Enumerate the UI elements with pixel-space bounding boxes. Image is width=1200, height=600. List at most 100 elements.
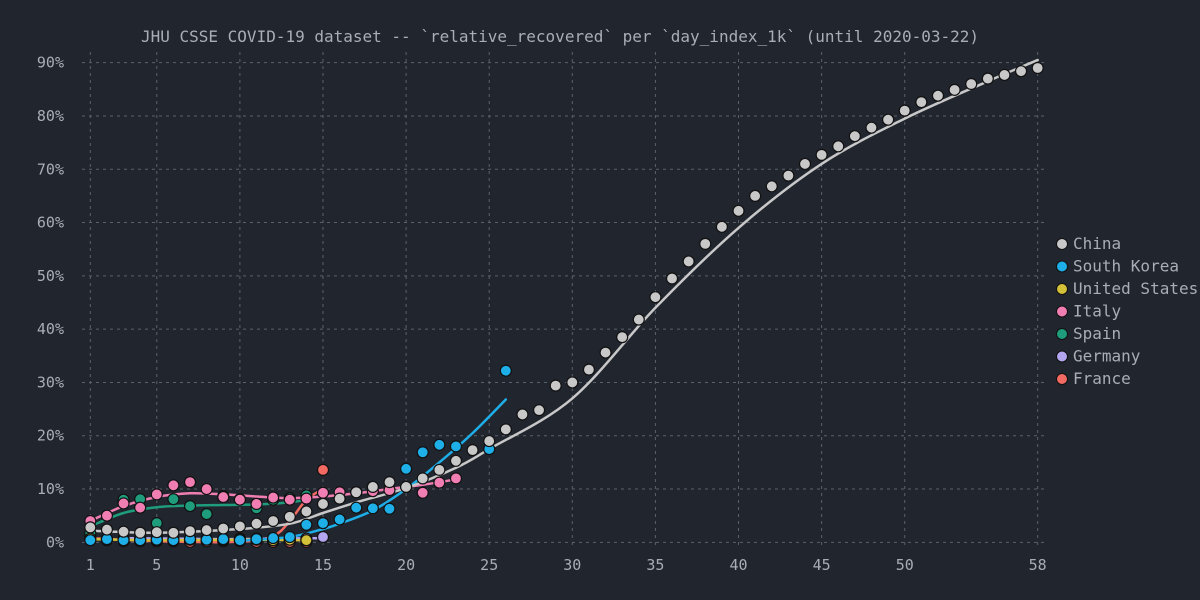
legend-marker-germany — [1056, 350, 1068, 363]
y-tick-label: 90% — [37, 54, 64, 72]
point-china — [782, 169, 795, 182]
x-tick-label: 45 — [813, 556, 831, 574]
legend-label-germany: Germany — [1073, 347, 1141, 366]
chart-title: JHU CSSE COVID-19 dataset -- `relative_r… — [141, 27, 979, 46]
point-italy — [283, 493, 296, 506]
point-china — [532, 404, 546, 417]
point-china — [117, 525, 130, 538]
point-south-korea — [316, 517, 330, 530]
point-china — [134, 526, 147, 539]
point-china — [582, 363, 596, 376]
point-china — [815, 148, 828, 161]
point-china — [383, 476, 396, 489]
point-china — [316, 497, 330, 511]
point-china — [649, 291, 662, 304]
y-tick-label: 40% — [37, 320, 64, 338]
point-china — [931, 89, 945, 102]
point-south-korea — [366, 502, 379, 515]
point-china — [832, 140, 845, 153]
legend: China South Korea United States Italy Spain G… — [1056, 234, 1198, 388]
point-italy — [250, 497, 263, 511]
point-china — [267, 514, 280, 528]
legend-marker-france — [1056, 373, 1068, 385]
legend-marker-spain — [1056, 328, 1068, 340]
fit-line-china — [89, 58, 1039, 534]
point-china — [599, 346, 612, 359]
point-italy — [433, 476, 446, 489]
point-italy — [183, 476, 197, 489]
point-china — [632, 313, 645, 326]
point-spain — [167, 493, 180, 506]
point-china — [715, 220, 728, 233]
x-tick-label: 1 — [86, 556, 95, 574]
point-italy — [316, 486, 330, 499]
point-south-korea — [400, 462, 413, 475]
point-china — [167, 526, 180, 539]
point-china — [150, 526, 163, 539]
point-china — [233, 520, 246, 533]
point-italy — [233, 493, 246, 506]
point-china — [449, 454, 463, 467]
x-tick-label: 25 — [480, 556, 498, 574]
point-china — [1014, 65, 1028, 78]
point-south-korea — [383, 502, 396, 515]
point-italy — [167, 479, 180, 492]
x-tick-label: 58 — [1029, 556, 1047, 574]
point-south-korea — [84, 534, 97, 547]
point-china — [499, 423, 512, 436]
point-china — [400, 480, 413, 494]
point-china — [981, 72, 994, 85]
y-tick-label: 50% — [37, 267, 64, 285]
point-china — [749, 189, 762, 203]
point-china — [200, 523, 213, 537]
point-south-korea — [350, 501, 363, 514]
point-china — [848, 130, 861, 143]
point-china — [283, 510, 296, 523]
y-tick-label: 30% — [37, 373, 64, 391]
point-china — [100, 523, 114, 536]
x-tick-label: 15 — [314, 556, 332, 574]
point-spain — [183, 499, 197, 513]
point-south-korea — [449, 440, 463, 453]
x-tick-label: 35 — [646, 556, 664, 574]
point-south-korea — [333, 513, 346, 526]
point-south-korea — [416, 446, 429, 459]
x-tick-label: 30 — [563, 556, 581, 574]
point-france — [316, 463, 330, 476]
point-italy — [416, 486, 429, 499]
legend-marker-south-korea — [1056, 260, 1068, 273]
point-italy — [267, 491, 280, 504]
point-south-korea — [233, 534, 246, 547]
point-china — [333, 492, 346, 505]
point-china — [699, 237, 712, 250]
x-tick-label: 50 — [896, 556, 914, 574]
legend-label-south-korea: South Korea — [1073, 257, 1179, 276]
y-tick-label: 20% — [37, 427, 64, 445]
legend-label-china: China — [1073, 234, 1121, 253]
point-china — [250, 517, 263, 530]
y-tick-label: 10% — [37, 480, 64, 498]
point-china — [948, 83, 961, 96]
point-china — [183, 525, 197, 538]
legend-label-spain: Spain — [1073, 324, 1121, 343]
point-south-korea — [300, 518, 313, 531]
legend-label-france: France — [1073, 369, 1131, 388]
point-italy — [117, 497, 130, 510]
point-italy — [200, 482, 213, 496]
point-china — [865, 121, 878, 134]
point-china — [416, 472, 429, 485]
fit-line-south-korea — [238, 398, 508, 542]
point-south-korea — [499, 364, 512, 377]
point-china — [350, 486, 363, 499]
point-italy — [217, 490, 230, 504]
legend-label-italy: Italy — [1073, 302, 1122, 321]
y-tick-label: 70% — [37, 160, 64, 178]
point-italy — [134, 501, 147, 514]
legend-marker-united-states — [1056, 283, 1068, 295]
y-tick-label: 0% — [46, 533, 64, 551]
point-china — [965, 77, 978, 91]
x-tick-label: 40 — [729, 556, 747, 574]
point-united-states — [300, 534, 313, 547]
point-china — [1031, 61, 1044, 75]
